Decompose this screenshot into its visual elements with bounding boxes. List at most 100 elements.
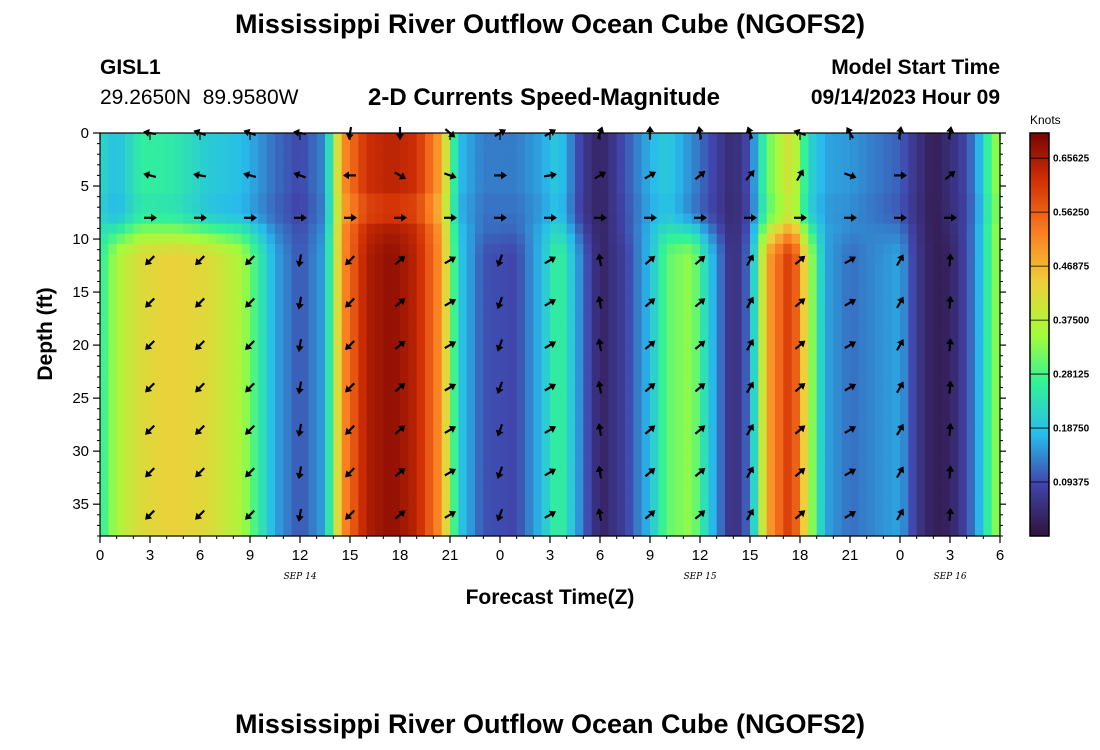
heatmap-cell [883,445,893,456]
heatmap-cell [566,515,576,527]
heatmap-cell [608,344,618,356]
heatmap-cell [858,425,868,436]
heatmap-cell [933,233,943,245]
heatmap-cell [208,153,218,164]
heatmap-cell [516,233,526,245]
heatmap-cell [233,354,243,366]
current-arrow-head [293,171,301,179]
heatmap-cell [333,465,343,477]
heatmap-cell [925,425,934,436]
heatmap-cell [633,475,643,487]
heatmap-cell [666,143,676,154]
heatmap-cell [808,475,818,487]
heatmap-cell [741,364,751,376]
heatmap-cell [100,193,109,205]
heatmap-cell [958,263,968,275]
heatmap-cell [566,163,576,174]
heatmap-cell [716,445,726,456]
heatmap-cell [816,495,826,507]
heatmap-cell [958,173,968,184]
heatmap-cell [125,143,134,154]
heatmap-cell [275,213,284,225]
heatmap-cell [325,425,334,436]
heatmap-cell [600,435,609,446]
heatmap-cell [283,495,293,507]
heatmap-cell [766,304,776,315]
heatmap-cell [391,455,401,467]
heatmap-cell [133,374,143,386]
heatmap-cell [275,354,284,366]
heatmap-cell [183,475,193,487]
heatmap-cell [191,153,201,164]
current-arrow [844,510,857,519]
heatmap-cell [475,485,484,497]
heatmap-cell [241,233,251,245]
heatmap-cell [458,394,468,406]
heatmap-cell [658,133,668,144]
current-arrow [544,468,557,477]
heatmap-cell [900,475,909,487]
heatmap-cell [591,274,601,285]
heatmap-cell [750,425,759,436]
heatmap-cell [141,505,151,517]
heatmap-cell [600,455,609,467]
heatmap-cell [500,445,509,456]
heatmap-cell [441,294,451,305]
heatmap-cell [116,445,126,456]
heatmap-cell [516,263,526,275]
heatmap-cell [966,153,976,164]
heatmap-cell [841,405,851,416]
heatmap-cell [458,445,468,456]
heatmap-cell [508,405,518,416]
heatmap-cell [833,314,843,326]
heatmap-cell [616,475,626,487]
heatmap-cell [508,274,518,285]
heatmap-cell [800,445,809,456]
heatmap-cell [191,455,201,467]
heatmap-cell [800,324,809,336]
heatmap-cell [175,153,184,164]
heatmap-cell [291,163,301,174]
heatmap-cell [641,505,651,517]
heatmap-cell [683,263,693,275]
heatmap-cell [733,213,743,225]
heatmap-cell [125,274,134,285]
heatmap-cell [641,425,651,436]
heatmap-cell [375,304,384,315]
heatmap-cell [991,274,1001,285]
current-arrow [145,255,156,266]
heatmap-cell [525,213,534,225]
heatmap-cell [891,213,901,225]
heatmap-cell [475,163,484,174]
heatmap-cell [858,243,868,255]
heatmap-cell [883,505,893,517]
heatmap-cell [791,173,801,184]
heatmap-cell [491,183,501,195]
heatmap-cell [266,505,276,517]
heatmap-cell [941,324,951,336]
heatmap-cell [383,304,393,315]
heatmap-cell [191,243,201,255]
current-arrow-head [245,427,253,435]
heatmap-cell [883,354,893,366]
heatmap-cell [816,294,826,305]
heatmap-cell [966,344,976,356]
heatmap-cell [808,465,818,477]
heatmap-cell [758,435,768,446]
heatmap-cell [183,374,193,386]
heatmap-cell [541,133,551,144]
heatmap-cell [175,233,184,245]
heatmap-cell [633,374,643,386]
heatmap-cell [850,515,859,527]
heatmap-cell [208,143,218,154]
heatmap-cell [366,515,376,527]
heatmap-cell [608,334,618,346]
current-arrow-head [901,171,907,180]
heatmap-cell [458,304,468,315]
heatmap-cell [583,354,593,366]
current-arrow [145,509,156,520]
heatmap-cell [541,213,551,225]
heatmap-cell [800,314,809,326]
heatmap-cell [350,263,359,275]
heatmap-cell [608,415,618,426]
